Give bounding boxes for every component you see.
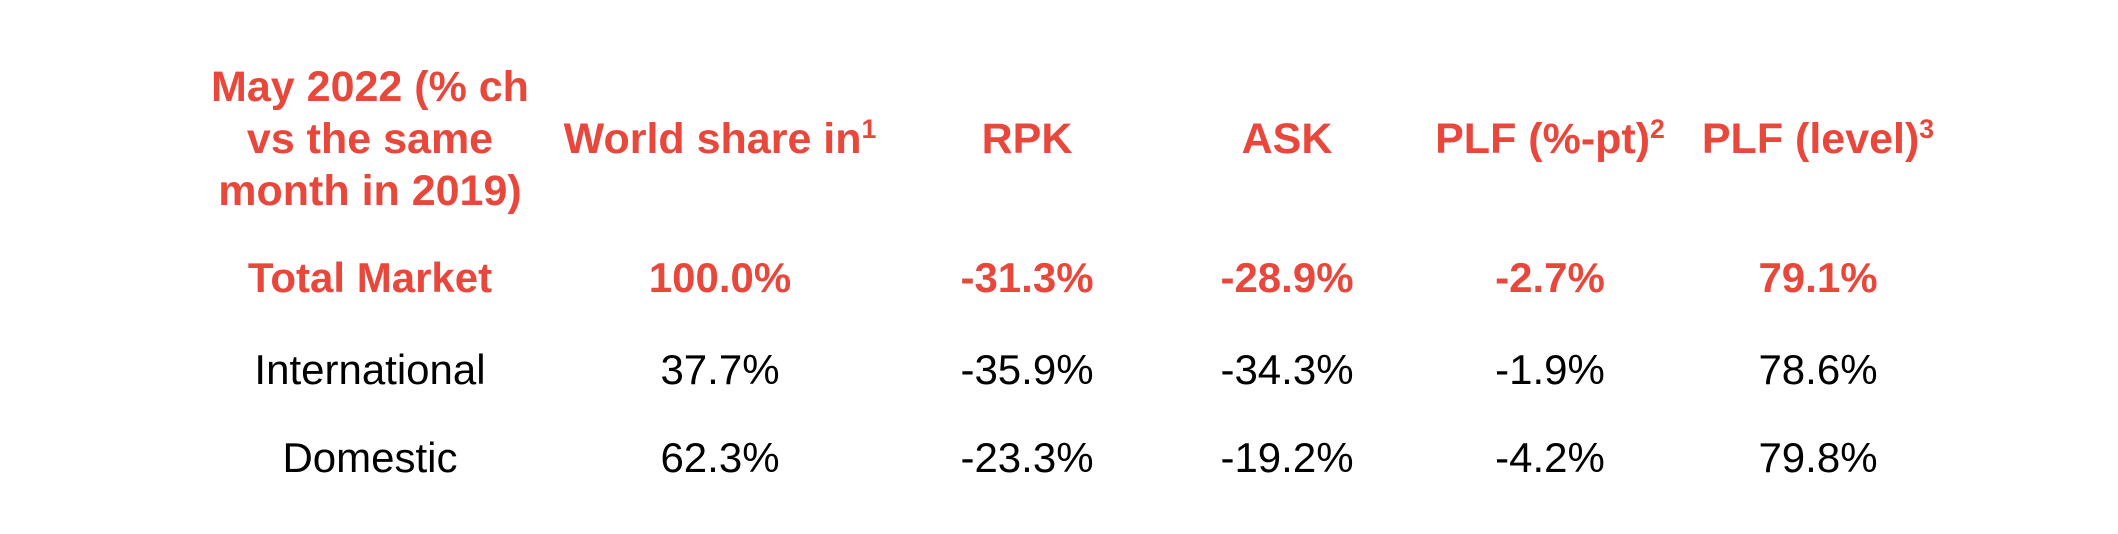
international-plf-level: 78.6% <box>1758 346 1878 393</box>
table-title-line-2: vs the same <box>246 115 494 163</box>
footnote-marker-1: 1 <box>861 114 877 145</box>
domestic-plf-pt: -4.2% <box>1495 434 1605 481</box>
total-market-world-share: 100.0% <box>648 254 792 301</box>
column-header-plf-pt: PLF (%-pt)2 <box>1435 113 1665 165</box>
column-header-plf-pt-label: PLF (%-pt) <box>1435 115 1651 163</box>
international-plf-pt: -1.9% <box>1495 346 1605 393</box>
total-market-plf-level: 79.1% <box>1758 254 1878 301</box>
domestic-plf-level: 79.8% <box>1758 434 1878 481</box>
footnote-marker-2: 2 <box>1650 114 1665 145</box>
domestic-rpk: -23.3% <box>960 434 1094 481</box>
international-rpk: -35.9% <box>960 346 1094 393</box>
row-label-international: International <box>254 346 486 393</box>
domestic-world-share: 62.3% <box>660 434 780 481</box>
international-world-share: 37.7% <box>660 346 780 393</box>
row-label-domestic: Domestic <box>282 434 458 481</box>
column-header-ask: ASK <box>1241 115 1333 163</box>
total-market-rpk: -31.3% <box>960 254 1094 301</box>
table-title: May 2022 (% ch vs the same month in 2019… <box>211 61 529 217</box>
column-header-plf-level: PLF (level)3 <box>1702 113 1934 165</box>
table-title-line-3: month in 2019) <box>218 167 522 215</box>
column-header-plf-level-label: PLF (level) <box>1701 115 1920 163</box>
row-label-total-market: Total Market <box>247 254 493 301</box>
column-header-world-share-label: World share in <box>563 115 862 163</box>
domestic-ask: -19.2% <box>1220 434 1354 481</box>
footnote-marker-3: 3 <box>1919 114 1935 145</box>
column-header-rpk: RPK <box>981 115 1073 163</box>
total-market-ask: -28.9% <box>1220 254 1354 301</box>
international-ask: -34.3% <box>1220 346 1354 393</box>
column-header-world-share: World share in1 <box>564 113 877 165</box>
table-title-line-1: May 2022 (% ch <box>211 63 529 111</box>
total-market-plf-pt: -2.7% <box>1495 254 1605 301</box>
